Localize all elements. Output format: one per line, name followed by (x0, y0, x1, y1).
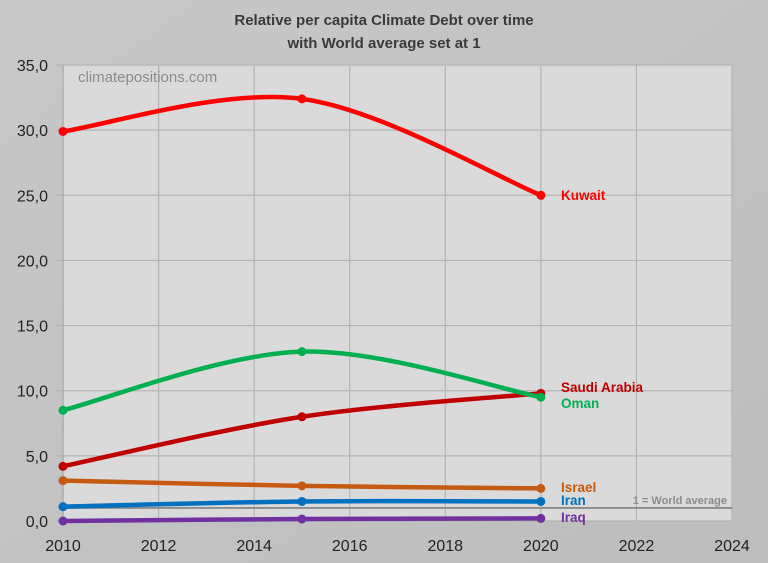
x-tick-label: 2010 (45, 538, 81, 555)
data-point (297, 514, 307, 524)
series-iran (58, 496, 546, 512)
data-point (58, 405, 68, 415)
x-tick-label: 2022 (619, 538, 655, 555)
x-axis-ticks: 2010 2012 2014 2016 2018 2020 2022 2024 (45, 538, 750, 555)
data-point (536, 483, 546, 493)
y-tick-label: 35,0 (17, 58, 48, 75)
data-point (297, 347, 307, 357)
label-saudi-arabia: Saudi Arabia (561, 380, 644, 395)
x-tick-label: 2014 (236, 538, 272, 555)
series-kuwait (58, 94, 546, 200)
data-point (536, 513, 546, 523)
label-kuwait: Kuwait (561, 188, 606, 203)
world-average-label: 1 = World average (633, 495, 727, 507)
data-point (58, 461, 68, 471)
data-point (536, 392, 546, 402)
data-point (536, 496, 546, 506)
y-tick-label: 5,0 (26, 449, 48, 466)
data-point (297, 496, 307, 506)
x-tick-label: 2016 (332, 538, 368, 555)
world-average-line: 1 = World average (63, 495, 732, 509)
y-tick-label: 10,0 (17, 384, 48, 401)
data-point (297, 412, 307, 422)
data-point (58, 516, 68, 526)
y-axis-ticks: 0,0 5,0 10,0 15,0 20,0 25,0 30,0 35,0 (17, 58, 48, 531)
watermark: climatepositions.com (78, 69, 217, 86)
label-iran: Iran (561, 493, 586, 508)
data-point (58, 476, 68, 486)
chart-title: Relative per capita Climate Debt over ti… (234, 12, 533, 29)
x-tick-label: 2020 (523, 538, 559, 555)
data-point (297, 481, 307, 491)
chart-subtitle: with World average set at 1 (286, 35, 480, 52)
data-point (58, 126, 68, 136)
x-tick-label: 2024 (714, 538, 750, 555)
y-tick-label: 15,0 (17, 319, 48, 336)
y-tick-label: 30,0 (17, 123, 48, 140)
x-tick-label: 2012 (141, 538, 177, 555)
plot-area (63, 65, 732, 521)
series-iraq (58, 513, 546, 526)
label-israel: Israel (561, 480, 596, 495)
data-point (536, 190, 546, 200)
label-oman: Oman (561, 396, 599, 411)
data-point (297, 94, 307, 104)
y-tick-label: 0,0 (26, 514, 48, 531)
series-oman (58, 347, 546, 415)
data-point (58, 502, 68, 512)
y-tick-label: 25,0 (17, 188, 48, 205)
x-tick-label: 2018 (427, 538, 463, 555)
label-iraq: Iraq (561, 510, 586, 525)
series-israel (58, 476, 546, 493)
series-lines (58, 94, 546, 526)
y-tick-label: 20,0 (17, 253, 48, 270)
